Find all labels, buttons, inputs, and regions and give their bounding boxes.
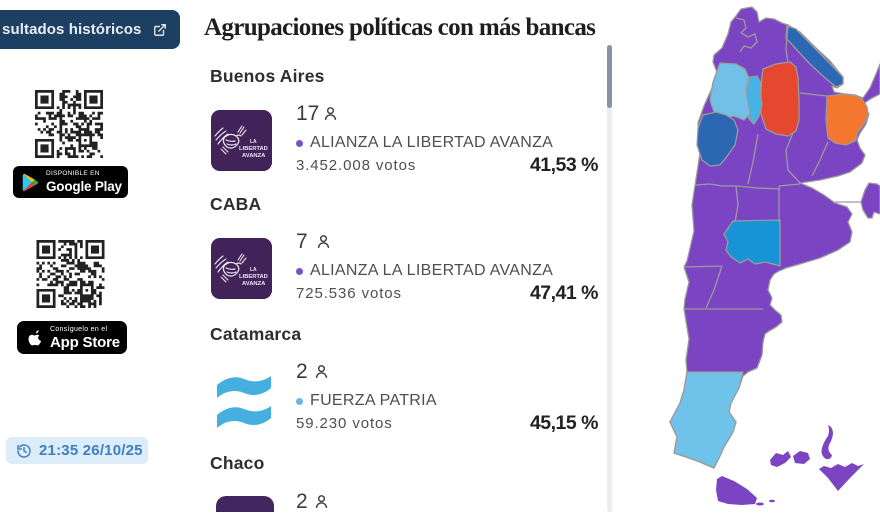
svg-text:AVANZA: AVANZA [242, 153, 266, 159]
svg-text:AVANZA: AVANZA [242, 281, 266, 287]
svg-text:LIBERTAD: LIBERTAD [239, 146, 268, 152]
svg-text:LA: LA [250, 267, 257, 273]
svg-text:LA: LA [250, 139, 257, 145]
svg-text:LIBERTAD: LIBERTAD [239, 274, 268, 280]
